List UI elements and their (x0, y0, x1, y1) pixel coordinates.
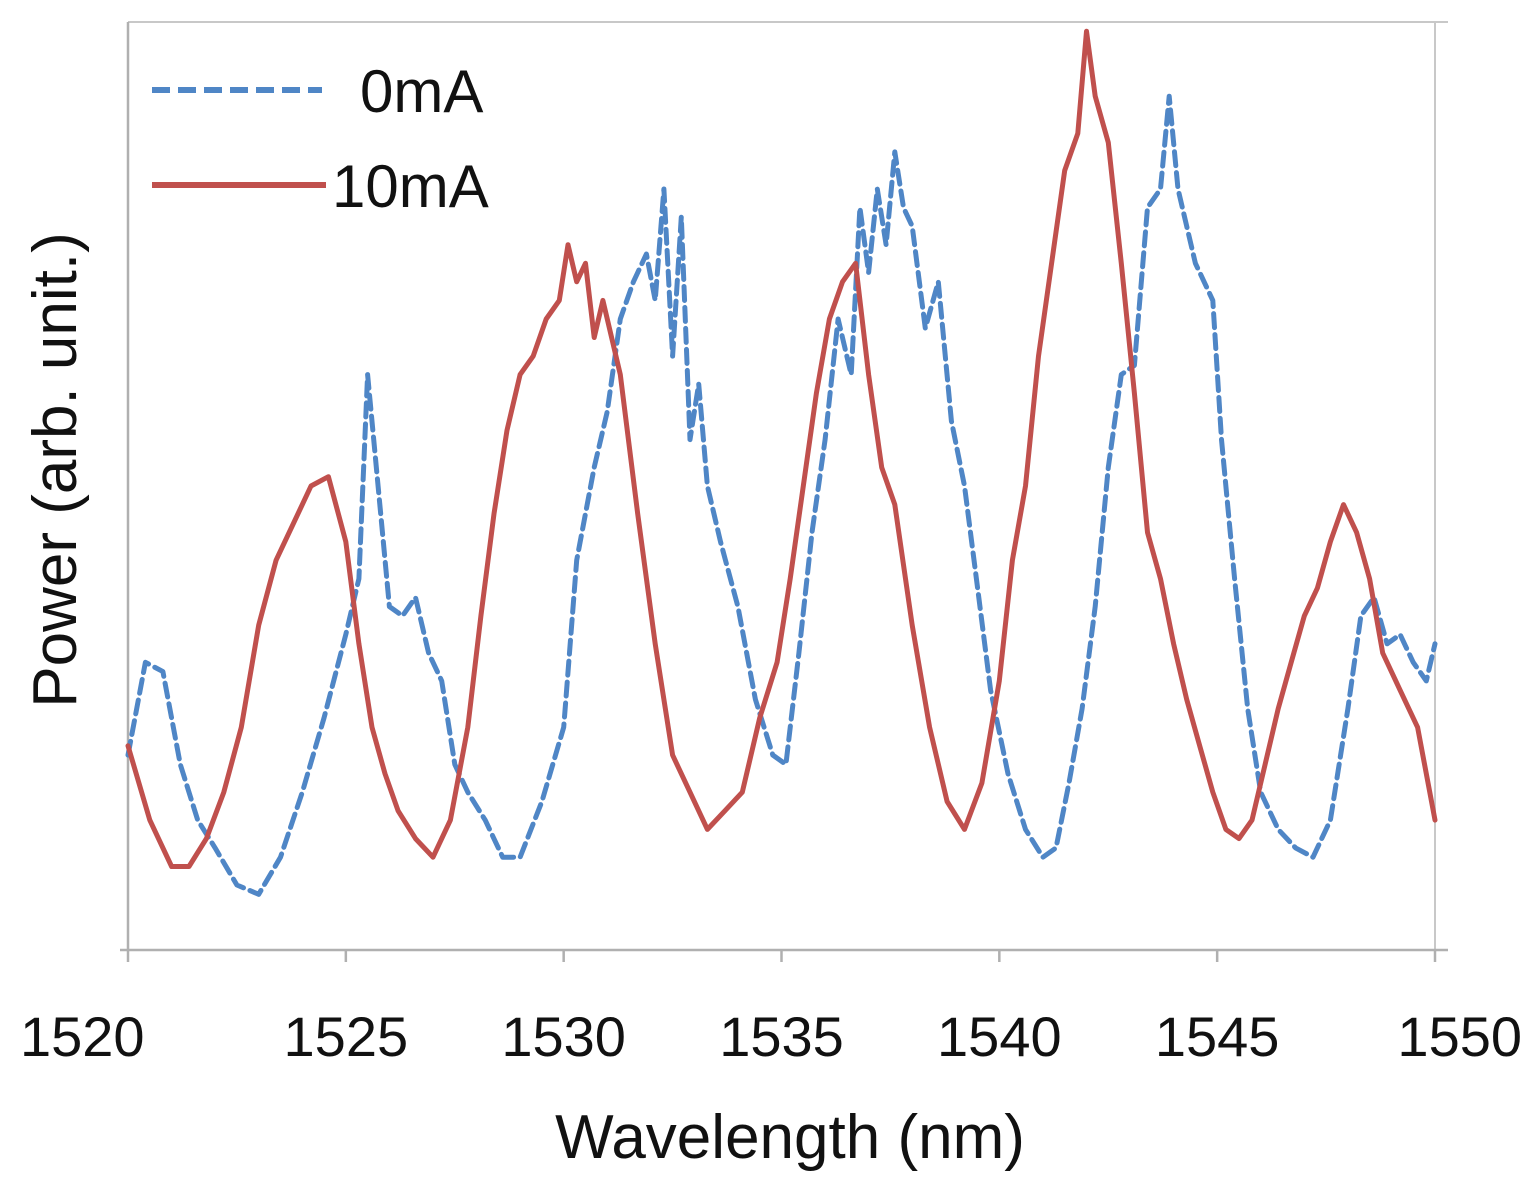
x-axis-title: Wavelength (nm) (555, 1103, 1025, 1172)
x-axis-ticks: 1520 1525 1530 1535 1540 1545 1550 (20, 950, 1522, 1068)
x-tick-label-1545: 1545 (1155, 1005, 1280, 1068)
x-tick-label-1550: 1550 (1397, 1005, 1522, 1068)
legend: 0mA 10mA (152, 58, 489, 220)
series-line-0ma (125, 93, 1438, 897)
legend-label-0ma: 0mA (360, 58, 483, 125)
series-layer (125, 28, 1438, 897)
legend-label-10ma: 10mA (332, 153, 489, 220)
x-tick-label-1530: 1530 (501, 1005, 626, 1068)
x-tick-label-1535: 1535 (719, 1005, 844, 1068)
series-line-10ma (125, 28, 1438, 869)
y-axis-title: Power (arb. unit.) (21, 232, 90, 708)
x-tick-label-1520: 1520 (20, 1005, 145, 1068)
x-tick-label-1525: 1525 (284, 1005, 409, 1068)
x-tick-label-1540: 1540 (937, 1005, 1062, 1068)
